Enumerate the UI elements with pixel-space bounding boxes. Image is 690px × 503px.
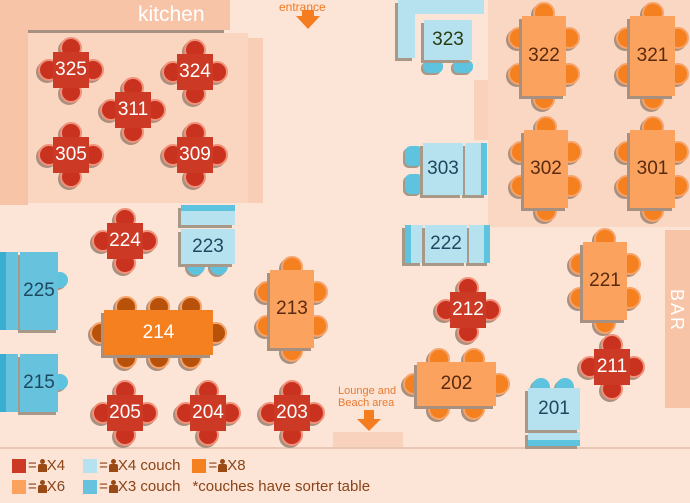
couch-225-back [0, 252, 18, 330]
lounge-arrow-stem [364, 410, 374, 420]
legend-eq: = [208, 457, 218, 474]
kitchen-wall [28, 0, 230, 30]
table-324[interactable]: 324 [177, 54, 213, 90]
person-icon [37, 480, 47, 493]
legend-x4-couch: X4 couch [117, 457, 181, 474]
entrance-arrow-stem [302, 10, 314, 18]
couch-225-cushion [58, 272, 68, 288]
table-202[interactable]: 202 [417, 362, 496, 406]
table-224[interactable]: 224 [107, 223, 143, 259]
couch-303-cushion [405, 174, 423, 194]
legend-eq: = [28, 478, 37, 495]
lounge-label-2: Beach area [338, 397, 395, 409]
legend-eq: = [28, 457, 37, 474]
person-icon [108, 459, 118, 472]
table-302[interactable]: 302 [524, 130, 568, 208]
couch-223-cushion [187, 263, 205, 275]
legend-note: *couches have sorter table [192, 478, 371, 495]
table-204[interactable]: 204 [190, 395, 226, 431]
kitchen-label: kitchen [138, 3, 205, 26]
table-309[interactable]: 309 [177, 137, 213, 173]
table-213[interactable]: 213 [270, 270, 314, 348]
legend-x6: X6 [46, 478, 66, 495]
table-212[interactable]: 212 [450, 292, 486, 328]
legend-eq: = [99, 478, 108, 495]
table-203[interactable]: 203 [274, 395, 310, 431]
table-221[interactable]: 221 [583, 242, 627, 320]
couch-201-back [528, 432, 580, 446]
kitchen-divider [28, 30, 224, 33]
legend-x4: X4 [46, 457, 66, 474]
person-icon [108, 480, 118, 493]
person-icon [218, 459, 228, 472]
table-225[interactable]: 225 [20, 252, 58, 330]
table-321[interactable]: 321 [630, 16, 675, 96]
entrance-arrow-icon [296, 16, 320, 29]
legend-x3-couch: X3 couch [117, 478, 181, 495]
table-201[interactable]: 201 [528, 388, 580, 430]
couch-222-right [469, 225, 490, 263]
bar-counter [665, 230, 690, 408]
table-205[interactable]: 205 [107, 395, 143, 431]
legend-swatch-x6 [12, 479, 26, 494]
legend-divider [0, 447, 690, 449]
table-305[interactable]: 305 [53, 137, 89, 173]
couch-303-back [465, 143, 487, 195]
couch-223-cushion [210, 263, 228, 275]
person-icon [37, 459, 47, 472]
couch-201-cushion [556, 378, 574, 390]
table-223[interactable]: 223 [181, 229, 235, 264]
couch-201-cushion [532, 378, 550, 390]
table-323[interactable]: 323 [424, 20, 472, 60]
legend-swatch-x3-couch [83, 479, 98, 494]
legend-swatch-x4 [12, 458, 26, 473]
couch-323-cushion [453, 60, 473, 73]
legend-swatch-x4-couch [83, 458, 98, 473]
legend-x8: X8 [227, 457, 246, 474]
couch-222-left [405, 225, 423, 263]
table-215[interactable]: 215 [20, 354, 58, 412]
couch-215-cushion [58, 374, 68, 390]
lounge-arrow-icon [357, 419, 381, 431]
lounge-exit [333, 432, 403, 447]
left-wall [0, 0, 28, 205]
table-214[interactable]: 214 [104, 310, 213, 355]
entrance-label: entrance [279, 0, 326, 14]
table-222[interactable]: 222 [425, 225, 467, 263]
couch-323-cushion [423, 60, 443, 73]
table-322[interactable]: 322 [522, 16, 566, 96]
couch-323-back [398, 0, 484, 14]
couch-223-back [181, 205, 235, 225]
room-right-wall [248, 38, 263, 203]
couch-215-back [0, 354, 18, 412]
couch-303-cushion [405, 146, 423, 166]
table-311[interactable]: 311 [115, 92, 151, 128]
lounge-label-1: Lounge and [338, 385, 397, 397]
legend-row-1: = X4 = X4 couch = X8 [12, 457, 246, 474]
table-211[interactable]: 211 [594, 349, 630, 385]
legend-eq: = [99, 457, 108, 474]
couch-323-side [398, 0, 415, 58]
pillar [474, 80, 488, 140]
legend-swatch-x8 [192, 458, 207, 473]
table-301[interactable]: 301 [630, 130, 675, 208]
bar-label: BAR [667, 288, 688, 333]
table-303[interactable]: 303 [423, 143, 463, 195]
table-325[interactable]: 325 [53, 52, 89, 88]
legend-row-2: = X6 = X3 couch *couches have sorter table [12, 478, 370, 495]
